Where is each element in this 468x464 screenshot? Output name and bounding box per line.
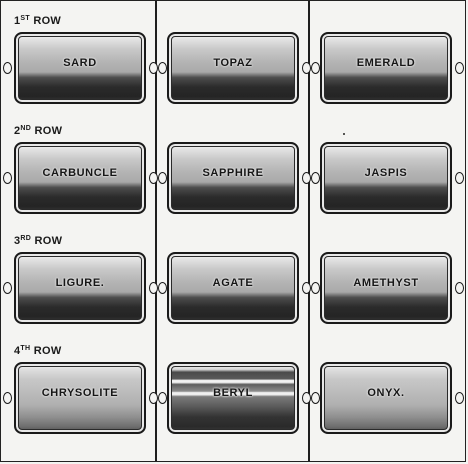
stone-sard: SARD: [14, 32, 146, 104]
stone-jaspis: JASPIS: [320, 142, 452, 214]
chain-ring: [302, 172, 311, 184]
stone-beryl: BERYL: [167, 362, 299, 434]
chain-ring: [149, 172, 158, 184]
row-label-4: 4TH ROW: [14, 345, 62, 357]
chain-ring: [158, 172, 167, 184]
stone-label: BERYL: [213, 387, 253, 399]
stone-label: CHRYSOLITE: [41, 387, 119, 399]
row-label-1: 1ST ROW: [14, 15, 62, 27]
chain-ring: [3, 172, 12, 184]
stone-label: LIGURE.: [55, 277, 105, 289]
stone-label: SARD: [63, 57, 97, 69]
row-label-2: 2ND ROW: [14, 125, 63, 137]
stone-ligure: LIGURE.: [14, 252, 146, 324]
chain-ring: [311, 392, 320, 404]
chain-ring: [455, 62, 464, 74]
chain-ring: [302, 282, 311, 294]
chain-ring: [149, 62, 158, 74]
stone-label: EMERALD: [356, 57, 416, 69]
stone-topaz: TOPAZ: [167, 32, 299, 104]
stone-label: TOPAZ: [213, 57, 253, 69]
stone-label: ONYX.: [367, 387, 405, 399]
chain-ring: [311, 282, 320, 294]
stone-label: SAPPHIRE: [202, 167, 264, 179]
stone-label: JASPIS: [364, 167, 408, 179]
chain-ring: [158, 392, 167, 404]
chain-ring: [158, 282, 167, 294]
stone-agate: AGATE: [167, 252, 299, 324]
chain-ring: [3, 282, 12, 294]
stone-label: AGATE: [212, 277, 254, 289]
chain-ring: [3, 62, 12, 74]
chain-ring: [302, 62, 311, 74]
column-divider: [155, 1, 157, 461]
stone-carbuncle: CARBUNCLE: [14, 142, 146, 214]
chain-ring: [311, 62, 320, 74]
chain-ring: [149, 392, 158, 404]
chain-ring: [302, 392, 311, 404]
ink-speck: [343, 133, 345, 135]
stone-onyx: ONYX.: [320, 362, 452, 434]
chain-ring: [455, 282, 464, 294]
stone-emerald: EMERALD: [320, 32, 452, 104]
chain-ring: [311, 172, 320, 184]
chain-ring: [455, 392, 464, 404]
chain-ring: [3, 392, 12, 404]
column-divider: [308, 1, 310, 461]
chain-ring: [158, 62, 167, 74]
stone-amethyst: AMETHYST: [320, 252, 452, 324]
chain-ring: [455, 172, 464, 184]
chain-ring: [149, 282, 158, 294]
stone-label: CARBUNCLE: [42, 167, 118, 179]
stone-label: AMETHYST: [353, 277, 419, 289]
stone-chrysolite: CHRYSOLITE: [14, 362, 146, 434]
row-label-3: 3RD ROW: [14, 235, 63, 247]
stone-sapphire: SAPPHIRE: [167, 142, 299, 214]
